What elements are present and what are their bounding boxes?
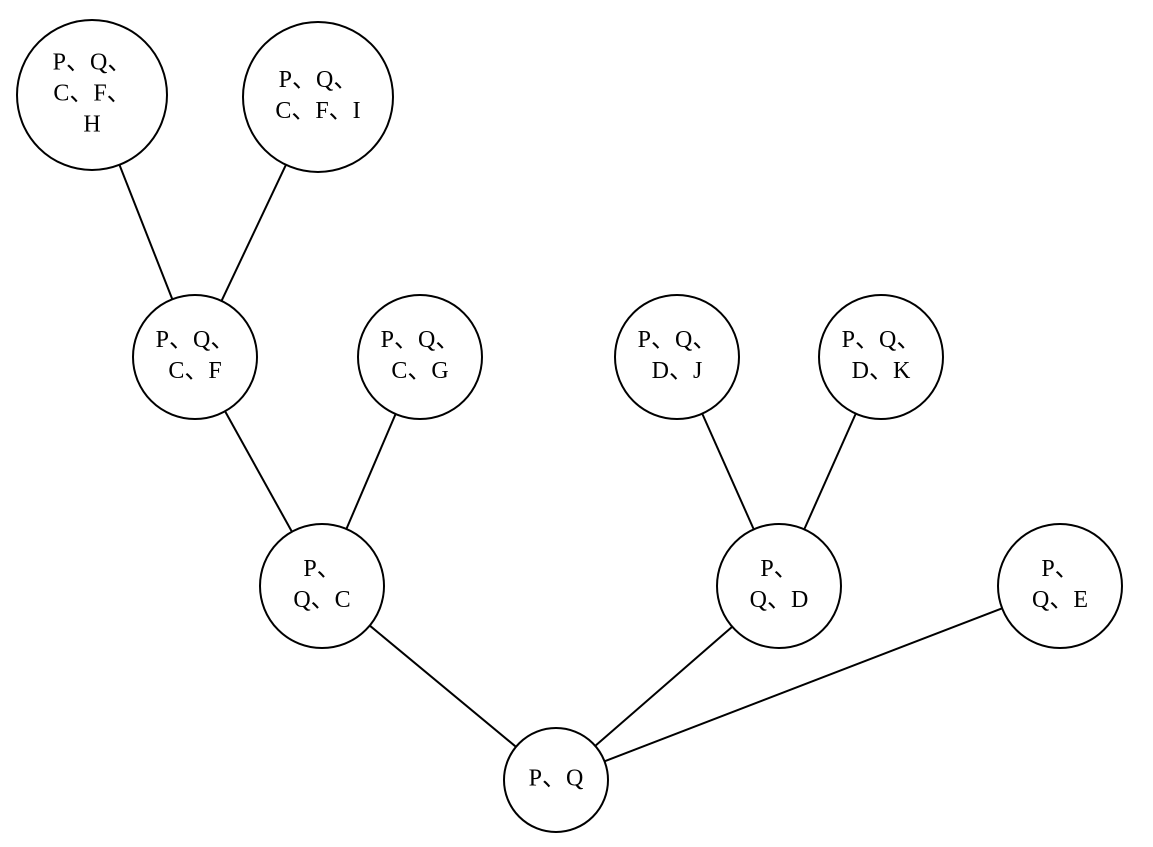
node-circle xyxy=(615,295,739,419)
edge-n2-n3 xyxy=(222,165,286,301)
edge-n8-n10 xyxy=(595,627,732,746)
tree-node: P、Q、 C、G xyxy=(358,295,482,419)
node-label-line: Q、E xyxy=(1032,587,1088,613)
tree-node: P、Q、 C、F、I xyxy=(243,22,393,172)
tree-node: P、 Q、D xyxy=(717,524,841,648)
node-label-line: Q、D xyxy=(750,587,809,613)
tree-node: P、Q xyxy=(504,728,608,832)
node-label-line: P、 xyxy=(760,556,797,582)
node-label-line: C、F xyxy=(168,358,221,384)
tree-node: P、 Q、E xyxy=(998,524,1122,648)
edge-n5-n8 xyxy=(702,414,754,530)
node-label-line: D、J xyxy=(652,358,703,384)
node-label-line: P、 xyxy=(1041,556,1078,582)
node-label-line: Q、C xyxy=(293,587,350,613)
tree-node: P、Q、 D、J xyxy=(615,295,739,419)
node-circle xyxy=(717,524,841,648)
node-label-line: P、Q xyxy=(529,766,584,792)
node-circle xyxy=(260,524,384,648)
tree-node: P、Q、 D、K xyxy=(819,295,943,419)
edge-n4-n7 xyxy=(346,414,395,529)
edge-n3-n7 xyxy=(225,411,292,532)
edge-n6-n8 xyxy=(804,414,856,530)
node-circle xyxy=(819,295,943,419)
node-label-line: P、Q、 xyxy=(638,327,717,353)
tree-node: P、Q、 C、F、 H xyxy=(17,20,167,170)
node-label-line: P、Q、 xyxy=(279,67,358,93)
node-label-line: P、Q、 xyxy=(842,327,921,353)
node-label-line: P、 xyxy=(303,556,340,582)
node-label-line: P、Q、 xyxy=(156,327,235,353)
edge-n1-n3 xyxy=(119,165,172,299)
node-circle xyxy=(133,295,257,419)
node-label-line: P、Q、 xyxy=(381,327,460,353)
node-circle xyxy=(358,295,482,419)
node-label-line: C、G xyxy=(391,358,448,384)
node-label-line: C、F、I xyxy=(275,98,360,124)
node-circle xyxy=(998,524,1122,648)
tree-node: P、 Q、C xyxy=(260,524,384,648)
node-label-line: C、F、 xyxy=(53,81,130,107)
node-label-line: P、Q、 xyxy=(53,49,132,75)
edge-n7-n10 xyxy=(370,626,516,747)
nodes-layer: P、Q、C、F、HP、Q、C、F、IP、Q、C、FP、Q、C、GP、Q、D、JP… xyxy=(17,20,1122,832)
node-label-line: H xyxy=(83,112,100,138)
tree-diagram: P、Q、C、F、HP、Q、C、F、IP、Q、C、FP、Q、C、GP、Q、D、JP… xyxy=(0,0,1153,847)
node-circle xyxy=(243,22,393,172)
edges-layer xyxy=(119,165,1002,762)
node-label-line: D、K xyxy=(852,358,911,384)
tree-node: P、Q、 C、F xyxy=(133,295,257,419)
